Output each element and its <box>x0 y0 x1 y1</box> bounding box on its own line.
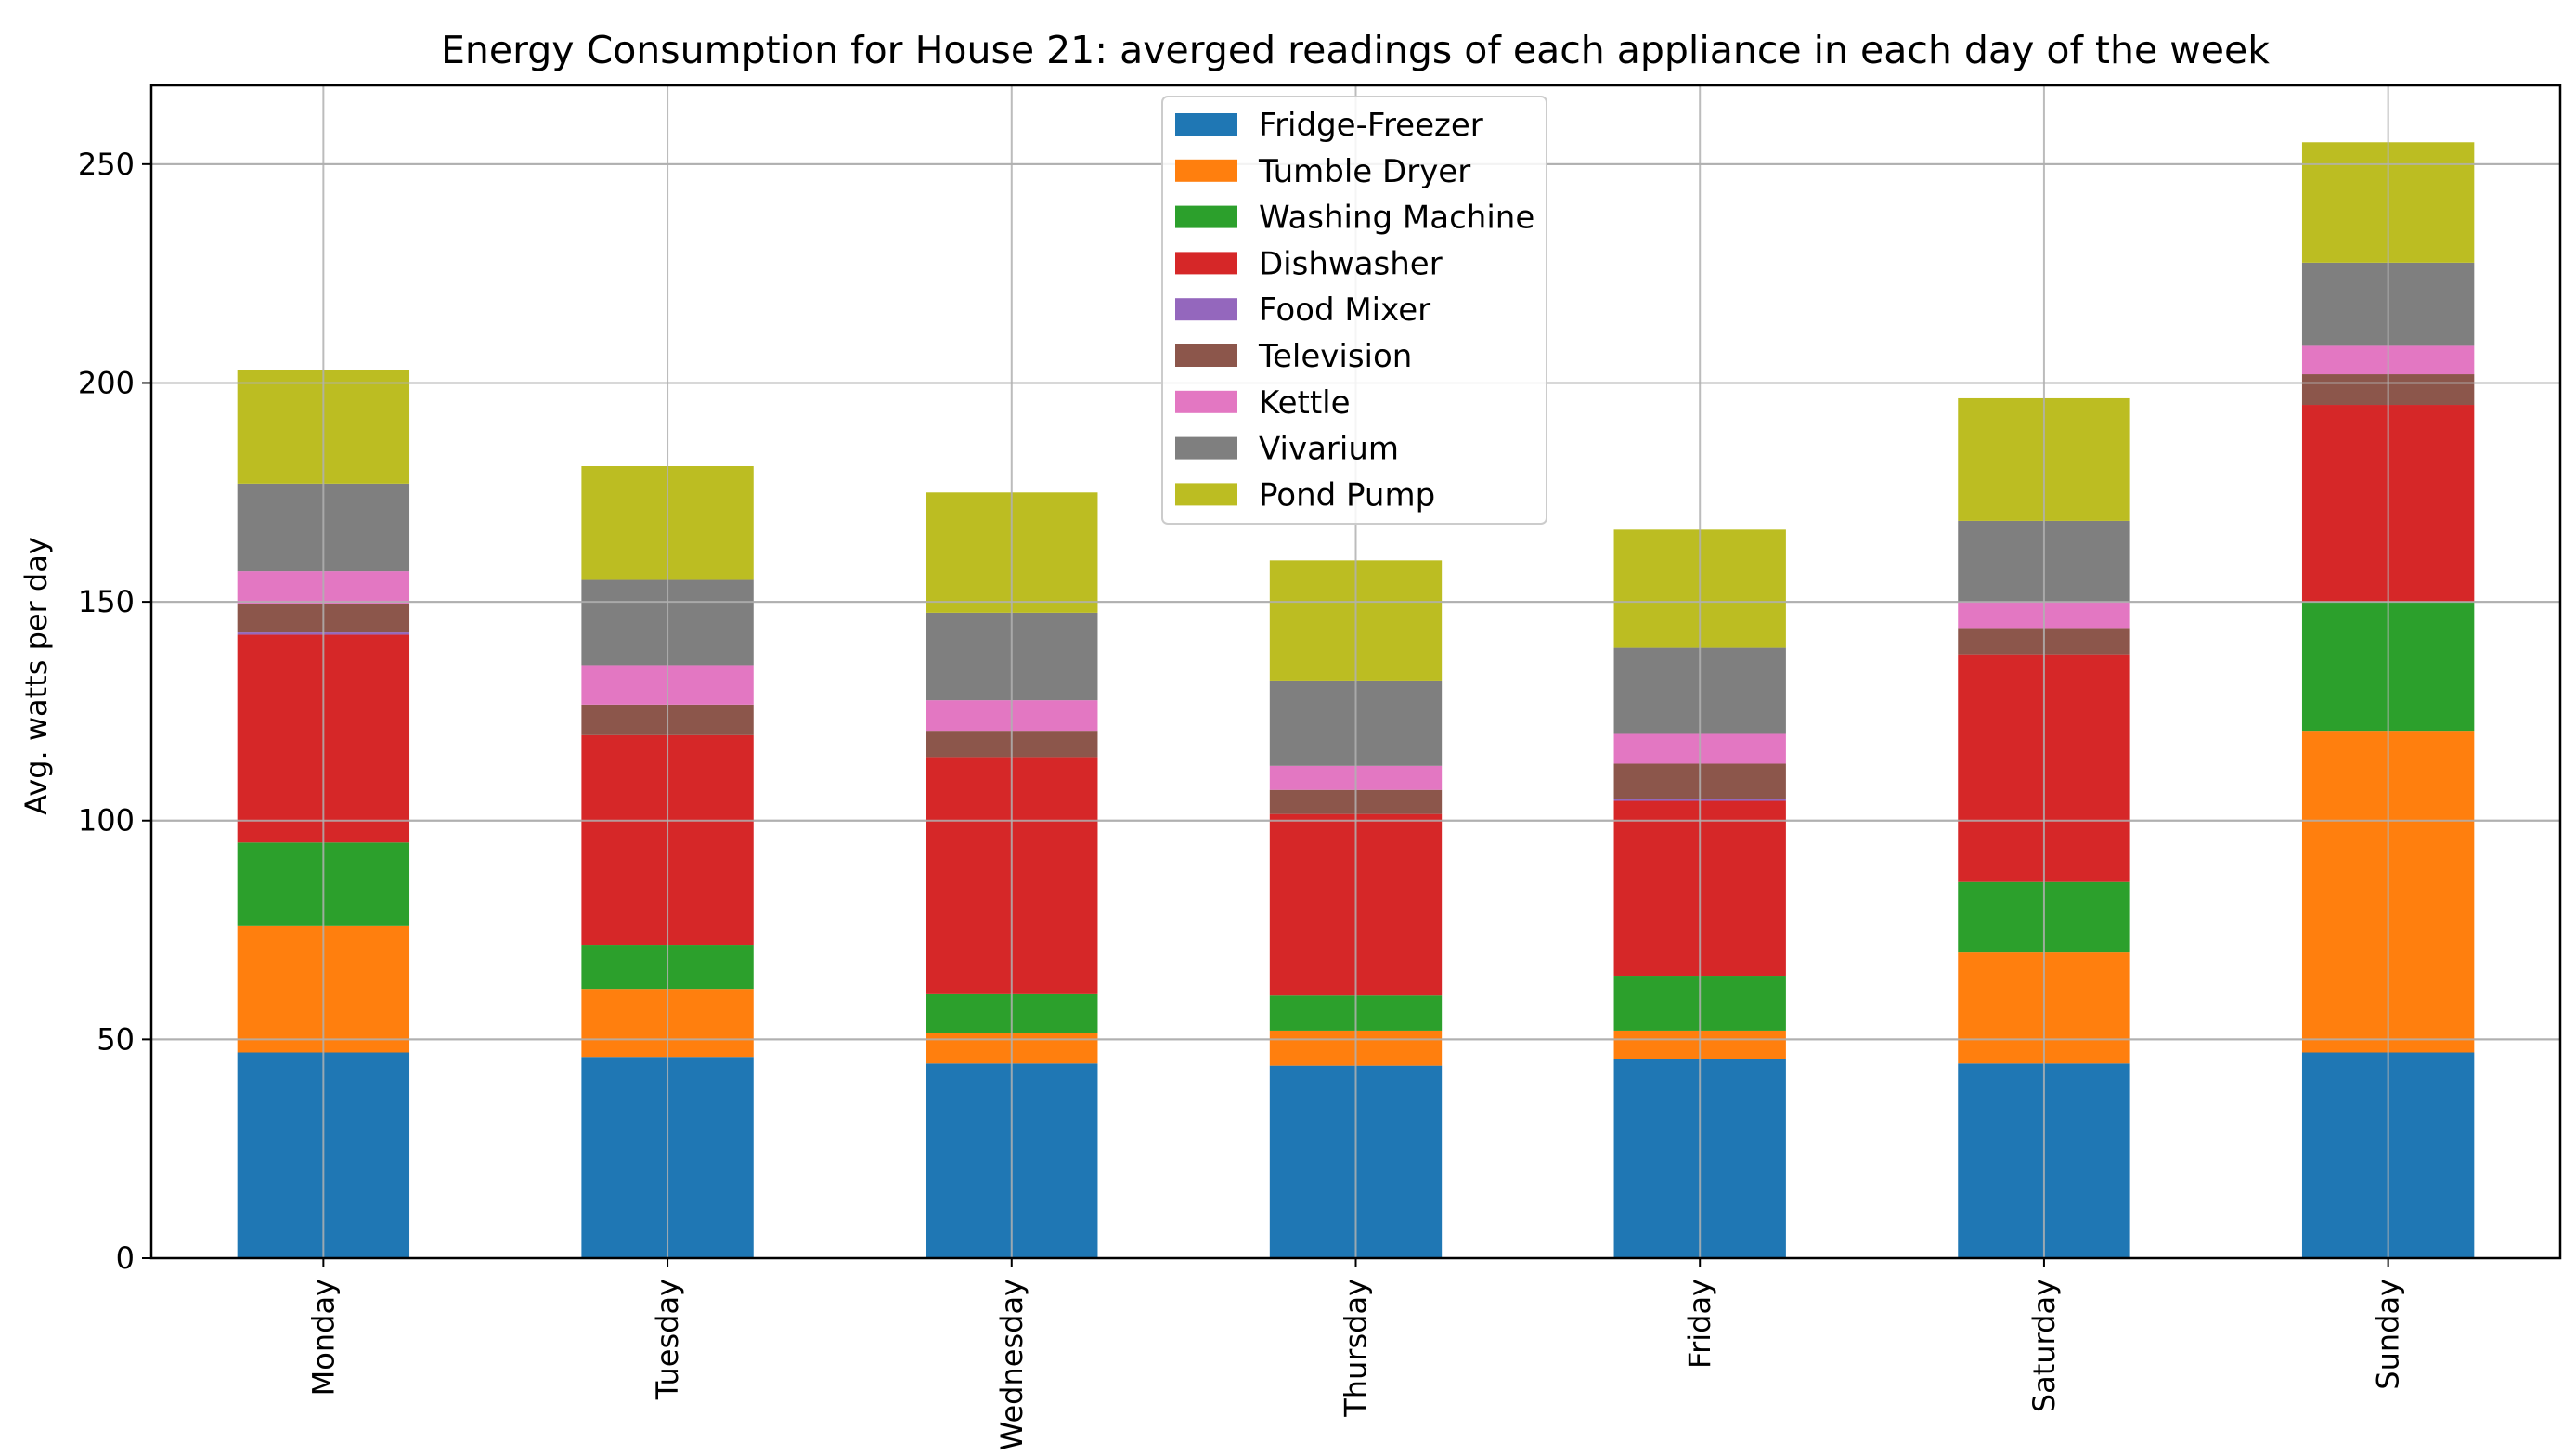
x-tick-label: Wednesday <box>994 1279 1029 1450</box>
legend-label: Television <box>1258 338 1412 375</box>
legend-swatch <box>1175 298 1237 321</box>
legend-label: Vivarium <box>1259 431 1399 468</box>
legend-swatch <box>1175 390 1237 413</box>
y-axis: 0 50 100 150 200 250 <box>78 147 151 1276</box>
y-tick-label: 250 <box>78 147 135 182</box>
y-tick-label: 0 <box>116 1241 135 1276</box>
legend-swatch <box>1175 205 1237 228</box>
legend-swatch <box>1175 344 1237 367</box>
x-tick-label: Monday <box>305 1279 341 1396</box>
legend-label: Dishwasher <box>1259 245 1443 282</box>
x-tick-label: Thursday <box>1339 1279 1374 1418</box>
x-tick-label: Sunday <box>2371 1279 2406 1390</box>
y-tick-label: 200 <box>78 365 135 400</box>
legend-swatch <box>1175 252 1237 275</box>
y-tick-label: 150 <box>78 584 135 619</box>
legend-label: Food Mixer <box>1259 292 1430 329</box>
legend-swatch <box>1175 483 1237 506</box>
y-axis-label: Avg. watts per day <box>19 537 54 815</box>
legend-label: Pond Pump <box>1259 476 1435 513</box>
y-tick-label: 50 <box>97 1021 135 1057</box>
legend-label: Tumble Dryer <box>1258 153 1470 190</box>
legend-label: Washing Machine <box>1259 200 1534 237</box>
x-tick-label: Saturday <box>2026 1279 2062 1412</box>
legend: Fridge-Freezer Tumble Dryer Washing Machin… <box>1161 96 1547 525</box>
chart-title: Energy Consumption for House 21: averged… <box>441 28 2270 72</box>
x-tick-label: Tuesday <box>650 1279 685 1400</box>
legend-swatch <box>1175 113 1237 136</box>
legend-label: Fridge-Freezer <box>1259 107 1483 144</box>
x-tick-label: Friday <box>1682 1279 1717 1369</box>
legend-swatch <box>1175 436 1237 460</box>
legend-box <box>1161 96 1547 525</box>
y-tick-label: 100 <box>78 803 135 838</box>
legend-label: Kettle <box>1259 384 1351 422</box>
x-axis: Monday Tuesday Wednesday Thursday Friday Satu… <box>305 1258 2406 1450</box>
legend-swatch <box>1175 159 1237 182</box>
